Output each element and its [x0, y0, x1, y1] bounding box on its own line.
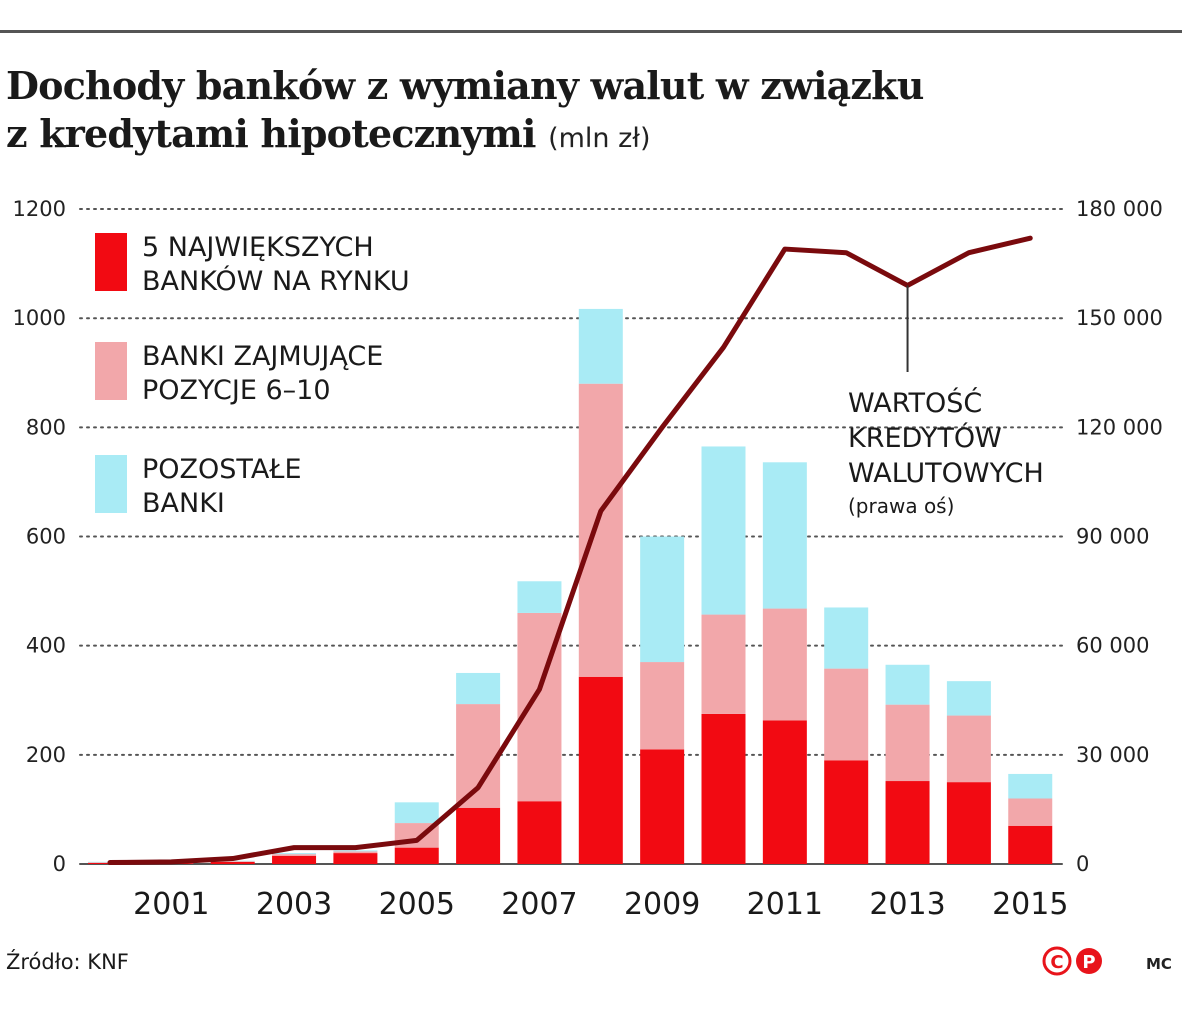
- bar-segment: [1008, 798, 1053, 826]
- bar-segment: [824, 607, 869, 669]
- bar-segment: [517, 581, 562, 613]
- x-tick-label: 2015: [992, 887, 1068, 922]
- bar-segment: [456, 704, 501, 808]
- bar-segment: [885, 664, 930, 705]
- y2-tick-label: 150 000: [1076, 306, 1163, 330]
- annotation-note: (prawa oś): [848, 494, 954, 518]
- top-rule: [0, 30, 1182, 33]
- y-tick-label: 400: [26, 634, 66, 658]
- x-tick-label: 2011: [747, 887, 823, 922]
- bar-segment: [1008, 773, 1053, 799]
- title-line-2: z kredytami hipotecznymi: [6, 111, 536, 156]
- y-tick-label: 600: [26, 525, 66, 549]
- y2-tick-label: 90 000: [1076, 525, 1149, 549]
- bar-segment: [640, 749, 685, 864]
- y-tick-label: 1000: [13, 306, 66, 330]
- line-series: [107, 235, 1033, 866]
- bar-segment: [824, 760, 869, 864]
- y2-tick-label: 120 000: [1076, 415, 1163, 439]
- x-tick-label: 2009: [624, 887, 700, 922]
- svg-text:C: C: [1050, 952, 1063, 973]
- bar-segment: [210, 861, 255, 864]
- x-tick-label: 2005: [379, 887, 455, 922]
- y2-tick-label: 60 000: [1076, 634, 1149, 658]
- bar-segment: [272, 854, 317, 856]
- bar-segment: [640, 662, 685, 750]
- legend-swatch: [95, 455, 127, 513]
- bar-segment: [762, 720, 807, 864]
- legend-label: BANKI: [142, 488, 225, 519]
- bar-segment: [885, 704, 930, 782]
- x-tick-label: 2013: [869, 887, 945, 922]
- credit-value-line: [107, 235, 1033, 866]
- bar-segment: [701, 713, 746, 864]
- grid-lines: [79, 208, 1063, 865]
- bar-segment: [946, 715, 991, 783]
- bar-segment: [456, 807, 501, 864]
- bar-segment: [578, 383, 623, 677]
- legend-label: BANKÓW NA RYNKU: [142, 265, 410, 297]
- bar-segment: [824, 668, 869, 761]
- source-note: Źródło: KNF: [6, 950, 129, 974]
- annotation-label: WARTOŚĆ: [848, 387, 982, 419]
- bar-segment: [272, 853, 317, 855]
- bar-segment: [333, 853, 378, 864]
- svg-text:P: P: [1082, 952, 1095, 973]
- x-tick-label: 2001: [133, 887, 209, 922]
- bar-segment: [272, 855, 317, 864]
- y-tick-label: 200: [26, 743, 66, 767]
- legend-label: POZYCJE 6–10: [142, 375, 331, 406]
- x-tick-label: 2007: [501, 887, 577, 922]
- y2-tick-label: 30 000: [1076, 743, 1149, 767]
- legend-swatch: [95, 342, 127, 400]
- cp-logo: C P: [1042, 946, 1102, 976]
- y-tick-label: 800: [26, 415, 66, 439]
- legend-label: 5 NAJWIĘKSZYCH: [142, 232, 374, 263]
- legend-label: POZOSTAŁE: [142, 454, 302, 485]
- x-tick-label: 2003: [256, 887, 332, 922]
- bar-segment: [885, 781, 930, 864]
- title-unit: (mln zł): [548, 123, 651, 154]
- bar-segment: [946, 681, 991, 716]
- y2-tick-label: 180 000: [1076, 197, 1163, 221]
- bar-segment: [640, 536, 685, 663]
- bar-segment: [394, 802, 439, 824]
- bar-segment: [1008, 825, 1053, 864]
- bar-segment: [701, 614, 746, 714]
- y2-tick-label: 0: [1076, 852, 1089, 876]
- legend-swatch: [95, 233, 127, 291]
- bar-segment: [946, 782, 991, 864]
- bar-segment: [333, 851, 378, 854]
- bar-segment: [517, 801, 562, 864]
- legend-label: BANKI ZAJMUJĄCE: [142, 341, 383, 372]
- bar-segment: [394, 847, 439, 864]
- title-line-1: Dochody banków z wymiany walut w związku: [6, 63, 924, 108]
- author-initials: MC: [1146, 955, 1172, 973]
- bar-segment: [210, 861, 255, 862]
- bar-segment: [762, 462, 807, 609]
- bar-segment: [333, 850, 378, 852]
- annotation-label: KREDYTÓW: [848, 422, 1002, 454]
- bar-segment: [578, 308, 623, 384]
- bars: [88, 308, 1053, 864]
- bar-segment: [762, 608, 807, 721]
- y-tick-label: 1200: [13, 197, 66, 221]
- annotation-label: WALUTOWYCH: [848, 458, 1044, 489]
- bar-segment: [701, 446, 746, 615]
- y-tick-label: 0: [53, 852, 66, 876]
- stacked-bar-chart: 0 0 200 30 000 400 60 000 600 90 000 800 120 000 1…: [13, 197, 1163, 922]
- bar-segment: [456, 672, 501, 705]
- bar-segment: [578, 676, 623, 864]
- chart-title: Dochody banków z wymiany walut w związku…: [6, 62, 924, 163]
- axes: 0 0 200 30 000 400 60 000 600 90 000 800 120 000 1…: [13, 197, 1163, 922]
